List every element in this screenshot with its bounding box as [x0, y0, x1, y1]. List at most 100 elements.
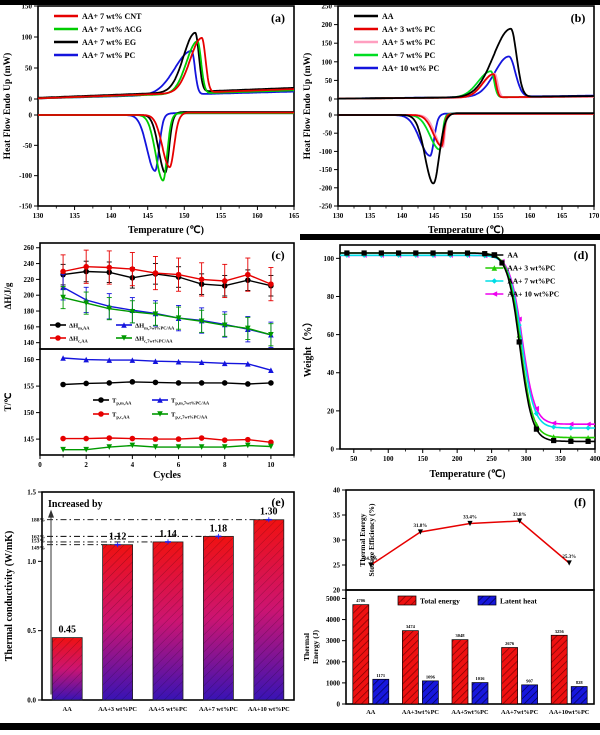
y-axis-label: Heat Flow Endo Up (mW) [302, 53, 313, 160]
panel-c-cycling: 140 160 180 200 220 240 260 145 150 155 160 0 2 4 6 8 10… [0, 237, 300, 482]
svg-text:300: 300 [521, 455, 532, 463]
total-energy-bar [451, 639, 469, 705]
series-T-p,m,AA [60, 379, 274, 388]
axis-frame [339, 244, 596, 450]
bar-category: AA [63, 706, 73, 713]
svg-text:6: 6 [177, 461, 181, 469]
svg-text:155: 155 [216, 212, 227, 220]
bar-category: AA+10 wt%PC [248, 706, 290, 713]
svg-text:50: 50 [350, 455, 358, 463]
svg-text:-100: -100 [319, 148, 332, 156]
legend-lower: Tp,m,AA Tp,m,7wt%PC/AA Tp,c,AA Tp,c,7wt%PC/… [93, 397, 210, 419]
svg-text:240: 240 [24, 260, 35, 268]
bar-category: AA+7wt%PC [501, 709, 539, 716]
svg-text:160: 160 [525, 212, 536, 220]
series-AA [340, 250, 595, 444]
x-axis-label: Temperature (℃) [128, 225, 204, 236]
svg-text:Tp,c,7wt%PC/AA: Tp,c,7wt%PC/AA [171, 412, 208, 420]
svg-text:250: 250 [486, 455, 497, 463]
svg-text:130: 130 [33, 212, 44, 220]
efficiency-label: 33.4% [463, 516, 477, 521]
bar-category: AA+3wt%PC [402, 709, 440, 716]
y-axis-label-bottom: ThermalEnergy (J) [302, 630, 320, 664]
efficiency-label: 31.8% [414, 524, 428, 529]
latent-heat-value: 1096 [426, 674, 436, 679]
svg-text:50: 50 [325, 77, 333, 85]
svg-text:AA+ 7 wt% CNT: AA+ 7 wt% CNT [82, 12, 142, 21]
svg-text:-150: -150 [19, 203, 32, 211]
svg-text:1.5: 1.5 [27, 489, 36, 497]
row-divider [300, 234, 600, 240]
svg-text:260: 260 [24, 244, 35, 252]
panel-d-tga: 50 100 150 200 250 300 350 400 0 20 40 60 80 100 AA AA+… [300, 237, 600, 482]
svg-text:ΔHm,7wt%PC/AA: ΔHm,7wt%PC/AA [135, 323, 175, 331]
axis-frame [345, 589, 595, 705]
svg-text:8: 8 [223, 461, 227, 469]
series-T-p,c,7wt%PC/AA [60, 442, 274, 453]
legend: AA+ 7 wt% CNT AA+ 7 wt% ACG AA+ 7 wt% EG AA… [54, 12, 142, 60]
y-axis: 250 200 150 100 50 0 0 -50 -100 -150 -200 -250 [319, 3, 338, 211]
series-AA+ 7 wt%PC [340, 252, 595, 431]
y-axis-label: Thermal conductivity (W/mK) [4, 531, 15, 662]
svg-text:0.0: 0.0 [27, 697, 36, 705]
total-energy-value: 4706 [356, 598, 366, 603]
svg-text:200: 200 [452, 455, 463, 463]
svg-text:35: 35 [333, 512, 341, 520]
svg-text:60: 60 [327, 331, 335, 339]
svg-text:170: 170 [589, 212, 600, 220]
svg-text:-100: -100 [19, 172, 32, 180]
svg-text:150: 150 [179, 212, 190, 220]
bar-value: 1.12 [109, 532, 127, 543]
svg-text:AA+ 5 wt% PC: AA+ 5 wt% PC [382, 38, 435, 47]
bar-category: AA+5wt%PC [451, 709, 489, 716]
total-energy-value: 2676 [505, 641, 515, 646]
latent-heat-value: 907 [526, 678, 534, 683]
y-axis: 0 20 40 60 80 100 [324, 255, 340, 454]
svg-text:4: 4 [131, 461, 135, 469]
total-energy-bar [550, 634, 568, 705]
svg-text:100: 100 [324, 255, 335, 263]
svg-text:4000: 4000 [326, 616, 341, 624]
series-AA+ 10 wt%PC [340, 252, 595, 427]
latent-heat-bar [521, 684, 538, 705]
x-axis-label: Temperature (℃) [430, 469, 506, 480]
svg-text:ΔHc,7wt%PC/AA: ΔHc,7wt%PC/AA [135, 336, 173, 344]
y-axis-label: Heat Flow Endo Up (mW) [2, 53, 13, 160]
x-axis-label: Temperature (℃) [428, 225, 504, 236]
series-T-p,c,AA [60, 435, 274, 446]
svg-text:2: 2 [84, 461, 88, 469]
svg-text:145: 145 [142, 212, 153, 220]
svg-text:150: 150 [322, 40, 333, 48]
svg-text:145: 145 [429, 212, 440, 220]
y-axis: 140 160 180 200 220 240 260 145 150 155 160 [24, 244, 40, 444]
bar-category: AA+10wt%PC [549, 709, 590, 716]
total-energy-value: 3048 [456, 633, 466, 638]
svg-text:AA+ 3 wt%PC: AA+ 3 wt%PC [507, 264, 555, 273]
svg-text:145: 145 [24, 436, 35, 444]
svg-text:Tp,c,AA: Tp,c,AA [112, 412, 130, 420]
svg-text:0: 0 [329, 96, 333, 104]
panel-letter: (f) [574, 495, 586, 509]
series-dH-c,7wt%PC/AA [60, 286, 274, 347]
svg-text:165: 165 [557, 212, 568, 220]
bar-category: AA [366, 709, 376, 716]
x-axis: 50 100 150 200 250 300 350 400 [350, 449, 600, 463]
svg-text:0: 0 [29, 112, 33, 120]
svg-text:50: 50 [25, 65, 33, 73]
series-AA+ 7 wt% PC [338, 70, 594, 151]
latent-heat-value: 828 [576, 680, 584, 685]
bar-category: AA+7 wt%PC [199, 706, 238, 713]
chart-b: 130 135 140 145 150 155 160 165 170 250 200 150 100 5… [302, 3, 600, 237]
svg-text:0: 0 [329, 112, 333, 120]
panel-letter: (c) [271, 248, 284, 262]
svg-text:AA+ 7 wt% EG: AA+ 7 wt% EG [82, 38, 136, 47]
svg-text:AA+ 7 wt%PC: AA+ 7 wt%PC [507, 277, 555, 286]
series-T-p,m,7wt%PC/AA [60, 355, 274, 373]
panel-b-dsc-pc-loadings: 130 135 140 145 150 155 160 165 170 250 200 150 100 5… [300, 0, 600, 237]
bar-value: 1.14 [159, 529, 177, 540]
svg-text:AA+ 10 wt% PC: AA+ 10 wt% PC [382, 64, 439, 73]
svg-text:AA+ 3 wt% PC: AA+ 3 wt% PC [382, 25, 435, 34]
latent-heat-value: 1171 [376, 673, 386, 678]
svg-text:160: 160 [24, 323, 35, 331]
svg-text:Tp,m,AA: Tp,m,AA [112, 398, 132, 406]
